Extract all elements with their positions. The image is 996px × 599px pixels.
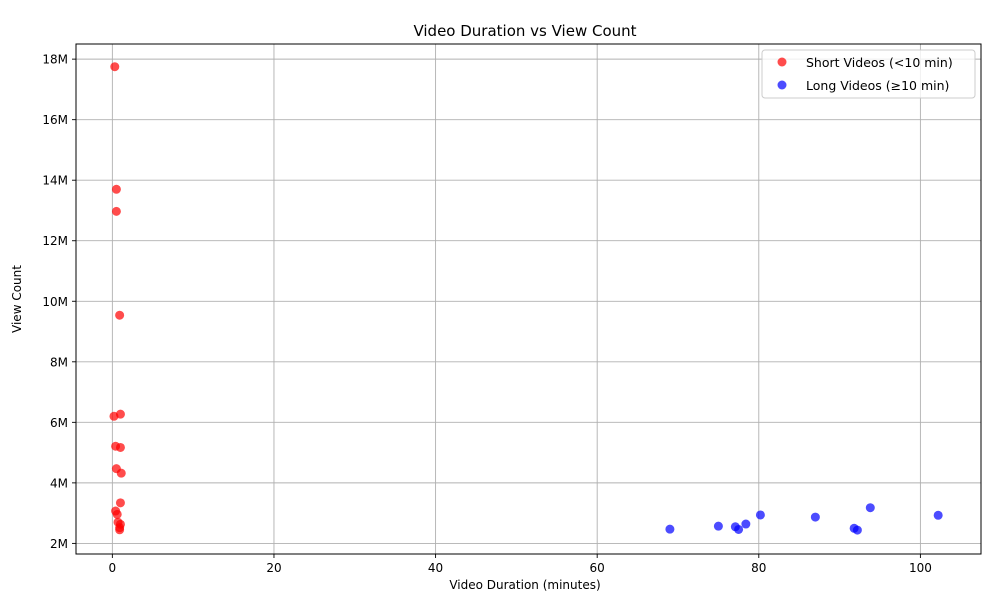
x-tick-label: 40 [428, 561, 443, 575]
y-tick-label: 16M [42, 113, 68, 127]
x-tick-label: 20 [266, 561, 281, 575]
short-video-point [111, 206, 121, 216]
y-tick-label: 18M [42, 53, 68, 67]
y-tick-label: 14M [42, 174, 68, 188]
legend-box [761, 49, 976, 99]
y-tick-label: 6M [50, 416, 68, 430]
long-video-point [852, 525, 862, 535]
x-tick-label: 60 [590, 561, 605, 575]
short-video-point [110, 62, 120, 72]
plot-area-frame [75, 43, 982, 555]
x-tick-label: 100 [909, 561, 932, 575]
short-video-point [116, 468, 126, 478]
long-video-point [933, 510, 943, 520]
short-video-point [115, 409, 125, 419]
short-video-point [112, 509, 122, 519]
x-axis-ticks: 0 20 40 60 80 100 [109, 554, 932, 575]
grid-lines [76, 44, 981, 554]
short-video-point [115, 310, 125, 320]
long-video-point [713, 521, 723, 531]
legend-label-short-videos: Short Videos (<10 min) [806, 55, 953, 70]
short-video-point [111, 184, 121, 194]
x-tick-label: 80 [751, 561, 766, 575]
long-video-point [734, 524, 744, 534]
x-axis-label: Video Duration (minutes) [449, 578, 600, 592]
legend: Short Videos (<10 min) Long Videos (≥10 … [761, 49, 976, 99]
y-tick-label: 10M [42, 295, 68, 309]
short-video-point [115, 525, 125, 535]
y-axis-label: View Count [10, 265, 24, 333]
long-video-point [741, 519, 751, 529]
long-video-point [665, 524, 675, 534]
legend-marker-long-videos [777, 80, 787, 90]
legend-label-long-videos: Long Videos (≥10 min) [806, 78, 949, 93]
y-tick-label: 12M [42, 234, 68, 248]
long-video-point [810, 512, 820, 522]
short-video-point [115, 442, 125, 452]
y-tick-label: 4M [50, 476, 68, 490]
y-axis-ticks: 2M 4M 6M 8M 10M 12M 14M 16M 18M [42, 53, 76, 551]
short-video-point [115, 498, 125, 508]
data-points [109, 62, 943, 535]
long-video-point [755, 510, 765, 520]
legend-marker-short-videos [777, 57, 787, 67]
long-video-point [865, 503, 875, 513]
x-tick-label: 0 [109, 561, 117, 575]
y-tick-label: 8M [50, 355, 68, 369]
y-tick-label: 2M [50, 537, 68, 551]
chart-title: Video Duration vs View Count [413, 22, 636, 40]
